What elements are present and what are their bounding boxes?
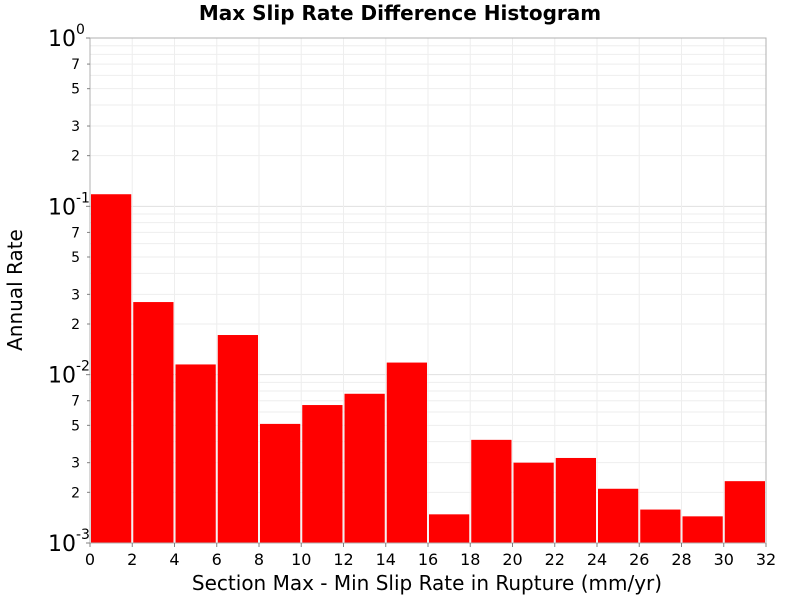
bars [91,194,765,543]
y-minor-tick-label: 3 [71,287,80,303]
y-tick-label-base: 10 [48,27,76,52]
x-tick-label: 14 [376,550,396,569]
histogram-bar [555,457,596,543]
histogram-bar [344,393,385,543]
y-minor-tick-label: 7 [71,394,80,410]
histogram-bar [175,364,216,543]
y-tick-label-exponent: -2 [76,359,90,375]
chart-title: Max Slip Rate Difference Histogram [199,1,601,25]
y-minor-tick-label: 2 [71,149,80,165]
x-tick-label: 28 [671,550,691,569]
histogram-bar [217,335,258,543]
x-tick-label: 16 [418,550,438,569]
x-tick-label: 24 [587,550,607,569]
y-tick-label-exponent: -1 [76,190,90,206]
y-tick-label-base: 10 [48,532,76,557]
x-tick-label: 18 [460,550,480,569]
histogram-bar [91,194,132,543]
y-minor-tick-label: 2 [71,317,80,333]
histogram-bar [640,509,681,543]
x-tick-label: 26 [629,550,649,569]
y-minor-tick-label: 3 [71,119,80,135]
x-tick-label: 12 [333,550,353,569]
x-tick-label: 6 [212,550,222,569]
x-tick-label: 0 [85,550,95,569]
y-minor-tick-label: 5 [71,418,80,434]
y-minor-tick-label: 5 [71,250,80,266]
histogram-bar [260,423,301,543]
x-tick-label: 32 [756,550,776,569]
histogram-bar [724,481,765,543]
x-tick-label: 20 [502,550,522,569]
y-tick-label-base: 10 [48,195,76,220]
x-tick-label: 8 [254,550,264,569]
y-tick-label-exponent: -3 [76,527,90,543]
x-tick-label: 10 [291,550,311,569]
histogram-bar [513,462,554,543]
histogram-bar [133,302,174,543]
y-axis-label: Annual Rate [3,229,27,351]
histogram-bar [471,439,512,543]
histogram-bar [682,516,723,543]
histogram-bar [302,405,343,543]
histogram-bar [386,362,427,543]
histogram-bar [429,514,470,543]
y-minor-tick-label: 2 [71,485,80,501]
y-minor-tick-label: 7 [71,57,80,73]
x-axis-label: Section Max - Min Slip Rate in Rupture (… [192,571,662,595]
histogram-bar [598,488,639,543]
y-minor-tick-label: 5 [71,82,80,98]
x-axis-ticks: 0 2 4 6 8 10 12 14 16 18 20 22 24 26 28 30 32 [85,543,776,569]
y-minor-tick-label: 3 [71,456,80,472]
x-tick-label: 30 [714,550,734,569]
x-tick-label: 4 [169,550,179,569]
x-tick-label: 22 [545,550,565,569]
x-tick-label: 2 [127,550,137,569]
y-tick-label-base: 10 [48,364,76,389]
y-tick-label-exponent: 0 [76,22,85,38]
y-minor-tick-label: 7 [71,225,80,241]
